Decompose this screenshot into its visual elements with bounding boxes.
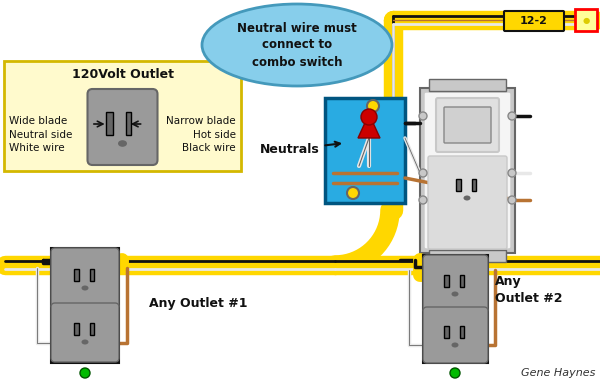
Ellipse shape — [464, 195, 470, 200]
Text: 12-2: 12-2 — [520, 16, 548, 26]
FancyBboxPatch shape — [456, 179, 461, 191]
Circle shape — [347, 187, 359, 199]
Ellipse shape — [202, 4, 392, 86]
Text: Neutral wire must
connect to
combo switch: Neutral wire must connect to combo switc… — [237, 22, 357, 68]
FancyBboxPatch shape — [74, 269, 79, 281]
Ellipse shape — [452, 342, 458, 347]
FancyBboxPatch shape — [460, 326, 464, 338]
Ellipse shape — [82, 340, 89, 344]
Text: Any
Outlet #2: Any Outlet #2 — [495, 276, 563, 305]
FancyBboxPatch shape — [420, 88, 515, 253]
Circle shape — [80, 368, 90, 378]
FancyBboxPatch shape — [428, 156, 507, 249]
FancyBboxPatch shape — [4, 61, 241, 171]
FancyBboxPatch shape — [460, 275, 464, 287]
Circle shape — [419, 112, 427, 120]
FancyBboxPatch shape — [90, 323, 94, 335]
FancyBboxPatch shape — [575, 9, 597, 31]
FancyBboxPatch shape — [74, 323, 79, 335]
FancyBboxPatch shape — [423, 255, 488, 313]
Ellipse shape — [82, 286, 89, 291]
Circle shape — [419, 169, 427, 177]
FancyBboxPatch shape — [325, 98, 405, 203]
Circle shape — [450, 368, 460, 378]
Ellipse shape — [452, 291, 458, 296]
Ellipse shape — [118, 140, 127, 147]
Circle shape — [367, 100, 379, 112]
FancyBboxPatch shape — [90, 269, 94, 281]
FancyBboxPatch shape — [444, 275, 449, 287]
FancyBboxPatch shape — [472, 179, 476, 191]
FancyBboxPatch shape — [125, 112, 131, 134]
FancyBboxPatch shape — [429, 79, 506, 91]
Circle shape — [508, 169, 516, 177]
FancyBboxPatch shape — [424, 92, 511, 249]
Text: Any Outlet #1: Any Outlet #1 — [149, 296, 248, 310]
FancyBboxPatch shape — [444, 107, 491, 143]
Text: Narrow blade
Hot side
Black wire: Narrow blade Hot side Black wire — [166, 117, 236, 153]
Circle shape — [508, 196, 516, 204]
FancyBboxPatch shape — [423, 307, 488, 363]
Text: Neutrals: Neutrals — [260, 142, 340, 156]
Text: ●: ● — [583, 15, 590, 24]
FancyBboxPatch shape — [51, 303, 119, 362]
Circle shape — [508, 112, 516, 120]
FancyBboxPatch shape — [429, 250, 506, 262]
FancyBboxPatch shape — [88, 89, 157, 165]
FancyBboxPatch shape — [444, 326, 449, 338]
Text: Gene Haynes: Gene Haynes — [521, 368, 595, 378]
FancyBboxPatch shape — [106, 112, 113, 134]
Circle shape — [361, 109, 377, 125]
FancyBboxPatch shape — [436, 98, 499, 152]
Circle shape — [419, 196, 427, 204]
Polygon shape — [358, 114, 380, 138]
FancyBboxPatch shape — [51, 248, 119, 309]
FancyBboxPatch shape — [504, 11, 564, 31]
Text: 120Volt Outlet: 120Volt Outlet — [71, 68, 173, 81]
Text: Wide blade
Neutral side
White wire: Wide blade Neutral side White wire — [9, 117, 73, 153]
